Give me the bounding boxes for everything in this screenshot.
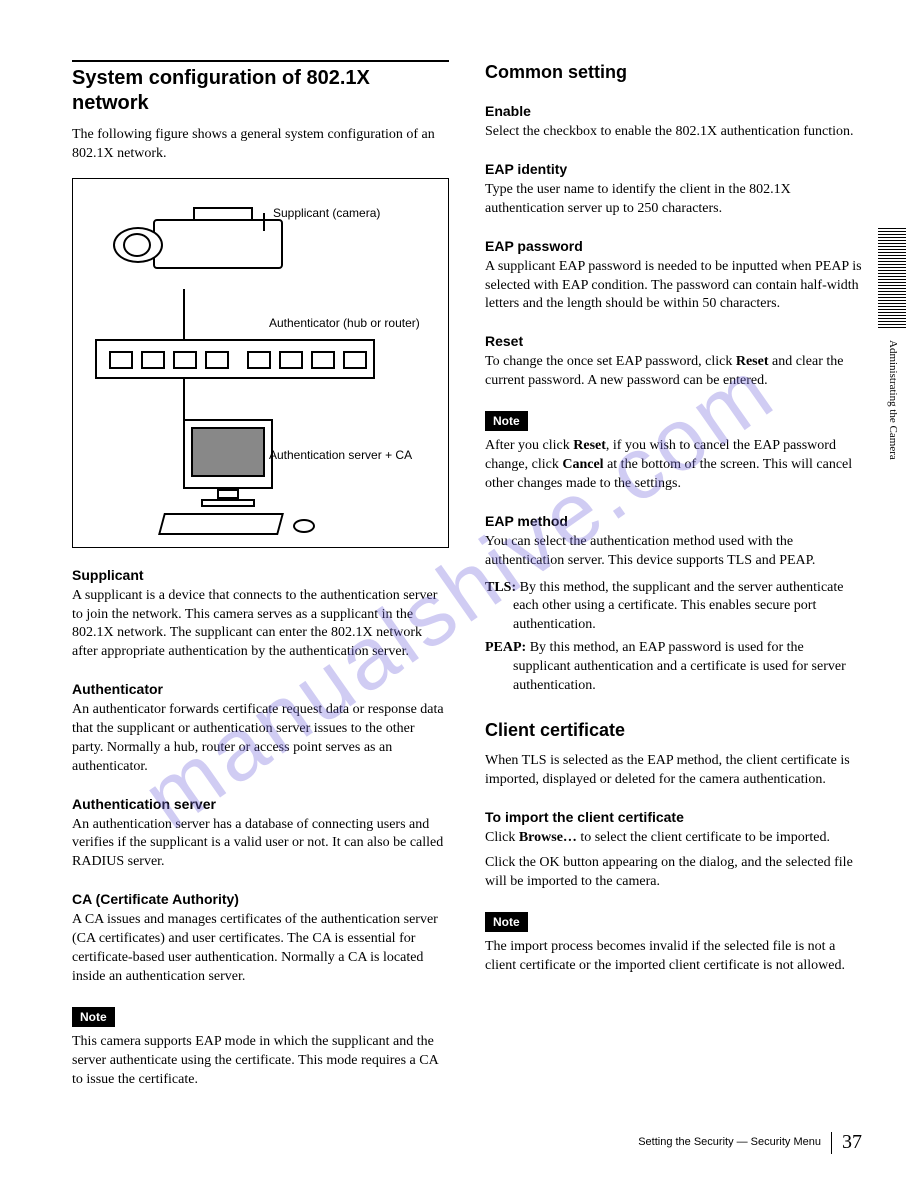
heading-supplicant: Supplicant — [72, 566, 449, 585]
heading-client-cert: Client certificate — [485, 718, 862, 742]
heading-authenticator: Authenticator — [72, 680, 449, 699]
page-number: 37 — [842, 1129, 862, 1156]
intro-text: The following figure shows a general sys… — [72, 126, 449, 164]
network-diagram: Supplicant (camera) Authenticator (hub o… — [72, 178, 449, 548]
text-eap-method: You can select the authentication method… — [485, 533, 862, 571]
text-import-cert-2: Click the OK button appearing on the dia… — [485, 854, 862, 892]
footer-breadcrumb: Setting the Security — Security Menu — [638, 1135, 821, 1150]
text-eap-password: A supplicant EAP password is needed to b… — [485, 258, 862, 315]
heading-eap-password: EAP password — [485, 237, 862, 256]
diagram-label-supplicant: Supplicant (camera) — [273, 205, 380, 221]
tls-entry: TLS: By this method, the supplicant and … — [485, 579, 862, 636]
note-badge: Note — [485, 912, 528, 932]
side-decoration — [878, 228, 906, 328]
text-client-cert: When TLS is selected as the EAP method, … — [485, 752, 862, 790]
heading-enable: Enable — [485, 102, 862, 121]
diagram-label-server: Authentication server + CA — [269, 447, 412, 463]
note-text-left: This camera supports EAP mode in which t… — [72, 1033, 449, 1090]
text-authenticator: An authenticator forwards certificate re… — [72, 701, 449, 777]
note-text-import: The import process becomes invalid if th… — [485, 938, 862, 976]
heading-eap-identity: EAP identity — [485, 160, 862, 179]
heading-auth-server: Authentication server — [72, 795, 449, 814]
heading-reset: Reset — [485, 332, 862, 351]
heading-import-cert: To import the client certificate — [485, 808, 862, 827]
left-column: System configuration of 802.1X network T… — [72, 60, 449, 1096]
note-text-reset: After you click Reset, if you wish to ca… — [485, 437, 862, 494]
text-auth-server: An authentication server has a database … — [72, 816, 449, 873]
diagram-label-authenticator: Authenticator (hub or router) — [269, 315, 420, 331]
heading-common-setting: Common setting — [485, 60, 862, 84]
text-ca: A CA issues and manages certificates of … — [72, 911, 449, 987]
heading-ca: CA (Certificate Authority) — [72, 890, 449, 909]
note-badge: Note — [485, 411, 528, 431]
note-badge: Note — [72, 1007, 115, 1027]
heading-system-config: System configuration of 802.1X network — [72, 60, 449, 116]
diagram-hub — [95, 339, 375, 379]
eap-method-list: TLS: By this method, the supplicant and … — [485, 579, 862, 696]
peap-entry: PEAP: By this method, an EAP password is… — [485, 639, 862, 696]
text-supplicant: A supplicant is a device that connects t… — [72, 587, 449, 663]
heading-eap-method: EAP method — [485, 512, 862, 531]
side-tab-label: Administrating the Camera — [885, 340, 900, 460]
text-eap-identity: Type the user name to identify the clien… — [485, 181, 862, 219]
text-enable: Select the checkbox to enable the 802.1X… — [485, 123, 862, 142]
right-column: Common setting Enable Select the checkbo… — [485, 60, 862, 1096]
page-footer: Setting the Security — Security Menu 37 — [638, 1129, 862, 1156]
text-reset: To change the once set EAP password, cli… — [485, 353, 862, 391]
text-import-cert: Click Browse… to select the client certi… — [485, 829, 862, 848]
footer-divider — [831, 1132, 832, 1154]
diagram-pc — [153, 419, 323, 539]
